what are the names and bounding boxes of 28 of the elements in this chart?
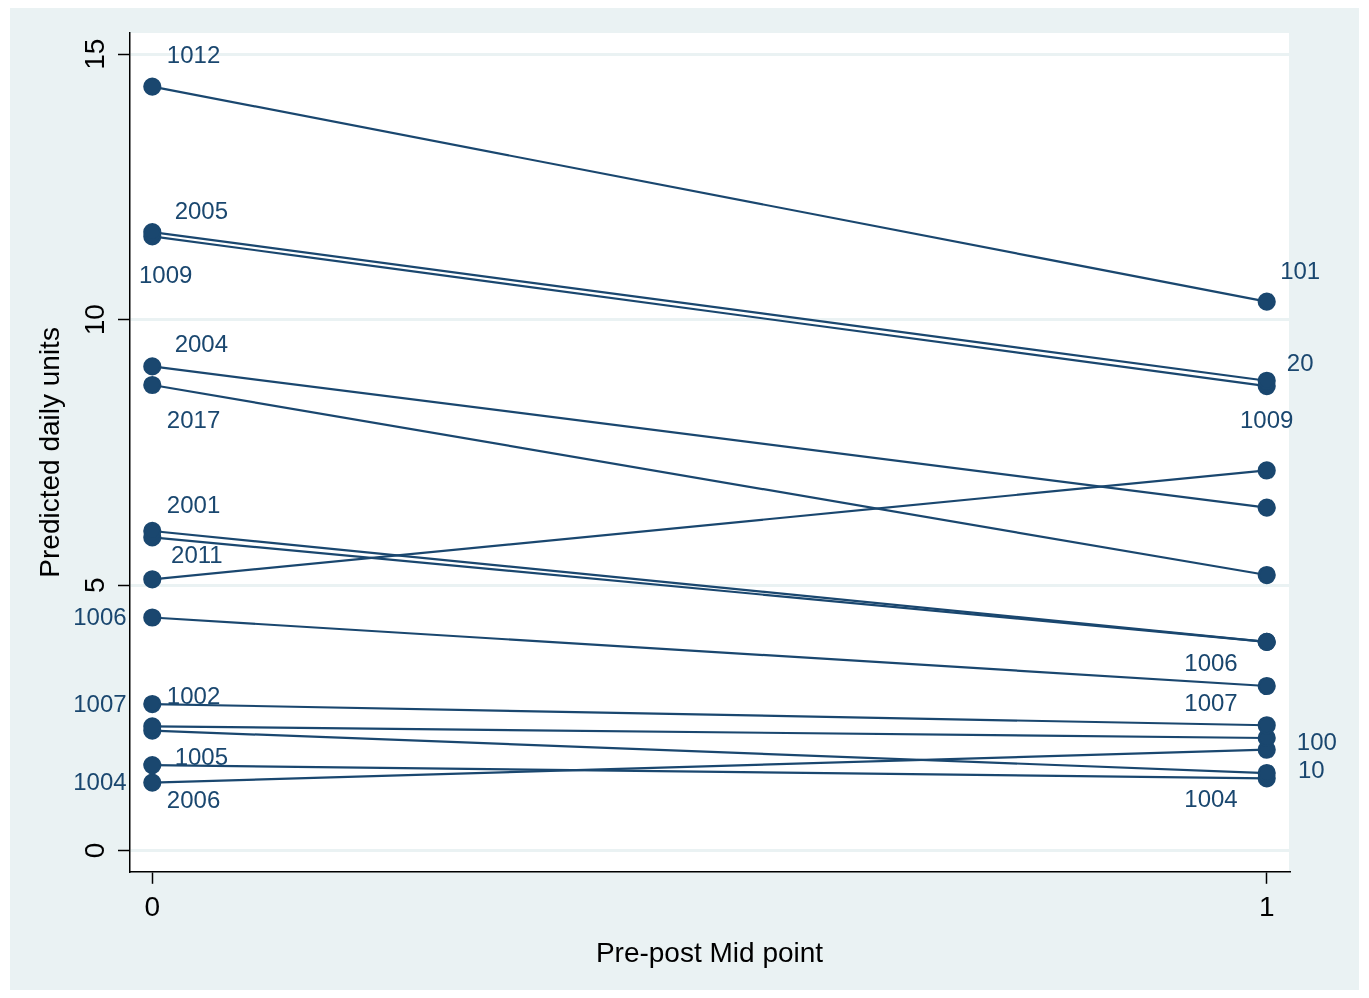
annotation: 20 [1286, 348, 1314, 376]
text: 1007 [73, 689, 127, 717]
annotation: 1006 [1184, 649, 1238, 677]
annotation: 101 [1280, 256, 1321, 284]
annotation: 2005 [174, 196, 229, 224]
annotation: 1005 [174, 742, 229, 770]
x-axis-title: Pre-post Mid point [595, 936, 824, 968]
annotation: 1012 [166, 40, 221, 68]
annotation: 1009 [1240, 406, 1294, 434]
annotation: 2004 [174, 329, 229, 357]
y-tick-label: 10 [78, 304, 110, 336]
y-axis-title: Predicted daily units [33, 327, 65, 578]
annotation: 1007 [1184, 689, 1238, 717]
x-tick-label: 1 [1258, 891, 1275, 923]
annotation: 2006 [166, 786, 221, 814]
text: 100 [1296, 727, 1337, 755]
y-tick-label: 15 [78, 38, 110, 70]
annotation: 1009 [138, 260, 193, 288]
annotation: 2017 [166, 406, 221, 434]
y-tick-label: 5 [78, 577, 110, 593]
annotation: 2001 [166, 491, 221, 519]
text: 1004 [73, 768, 127, 796]
annotation: 1004 [1184, 784, 1238, 812]
text: 10 [1297, 755, 1325, 783]
annotation: 2011 [171, 540, 223, 568]
y-tick-label: 0 [78, 842, 110, 859]
text: 1006 [73, 603, 127, 631]
annotation: 1002 [166, 681, 221, 709]
